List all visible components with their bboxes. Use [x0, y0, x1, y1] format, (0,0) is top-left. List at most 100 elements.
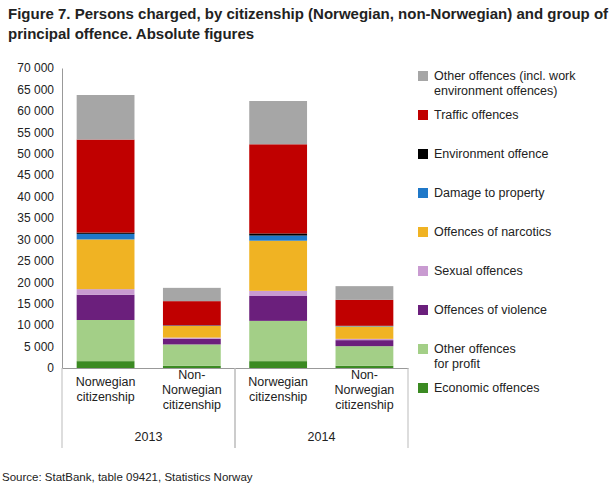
series [77, 239, 394, 338]
series [77, 140, 394, 326]
legend-item: Offences of narcotics [418, 225, 551, 239]
group-separator [235, 368, 236, 448]
group-separator [235, 368, 236, 448]
bar [249, 361, 307, 368]
bar [336, 286, 394, 300]
legend-label: Other offencesfor profit [434, 342, 516, 371]
group-separators [62, 368, 408, 448]
bar [336, 346, 394, 366]
bar [163, 339, 221, 345]
legend-item: Sexual offences [418, 264, 523, 278]
tick: 70 000 [17, 61, 62, 75]
bar [249, 144, 307, 233]
bar [249, 291, 307, 296]
tick-label: 35 000 [17, 211, 54, 225]
category-label: Non-Norwegiancitizenship [335, 368, 395, 412]
bar [336, 339, 394, 340]
bar [163, 326, 221, 338]
tick: 0 [47, 361, 62, 375]
tick: 25 000 [17, 254, 62, 268]
legend-label: Sexual offences [434, 264, 523, 278]
bar [249, 321, 307, 361]
source: Source: StatBank, table 09421, Statistic… [2, 471, 253, 483]
bar [336, 340, 394, 346]
tick: 60 000 [17, 104, 62, 118]
tick-label: 70 000 [17, 61, 54, 75]
legend-label: Environment offence [434, 147, 548, 161]
series [77, 95, 394, 301]
tick-label: 15 000 [17, 297, 54, 311]
bar [77, 239, 135, 289]
bar [249, 233, 307, 235]
legend-item: Economic offences [418, 381, 539, 395]
y-axis: 0 5 000 10 000 15 000 20 000 25 000 30 000 35 0… [17, 61, 62, 375]
bar [77, 233, 135, 234]
series [77, 234, 394, 327]
tick-label: 0 [47, 361, 54, 375]
tick-label: 45 000 [17, 168, 54, 182]
legend-label: Traffic offences [434, 108, 519, 122]
tick: 30 000 [17, 233, 62, 247]
legend-swatch [418, 110, 428, 120]
tick: 10 000 [17, 318, 62, 332]
group-separator [62, 368, 63, 448]
tick: 35 000 [17, 211, 62, 225]
legend-item: Offences of violence [418, 303, 547, 317]
bar [249, 101, 307, 144]
tick-label: 20 000 [17, 276, 54, 290]
bar [336, 326, 394, 338]
bar [249, 241, 307, 291]
tick: 50 000 [17, 147, 62, 161]
bar [77, 295, 135, 320]
series [77, 295, 394, 346]
tick: 55 000 [17, 126, 62, 140]
legend-item: Other offences (incl. workenvironment of… [418, 69, 576, 98]
tick-label: 10 000 [17, 318, 54, 332]
tick-label: 30 000 [17, 233, 54, 247]
y-axis-line [62, 69, 63, 369]
legend-item: Environment offence [418, 147, 548, 161]
tick-label: 65 000 [17, 83, 54, 97]
category-label: Norwegiancitizenship [76, 375, 136, 404]
legend-swatch [418, 227, 428, 237]
legend-swatch [418, 188, 428, 198]
series [77, 320, 394, 366]
legend-label: Economic offences [434, 381, 539, 395]
tick: 40 000 [17, 190, 62, 204]
bar [163, 338, 221, 339]
tick: 65 000 [17, 83, 62, 97]
category-label: Non-Norwegiancitizenship [162, 368, 222, 412]
tick-label: 55 000 [17, 126, 54, 140]
category-label: Norwegiancitizenship [248, 375, 308, 404]
bar [77, 95, 135, 140]
tick: 45 000 [17, 168, 62, 182]
tick: 5 000 [24, 340, 62, 354]
legend-item: Other offencesfor profit [418, 342, 516, 371]
bar [77, 234, 135, 240]
tick-label: 60 000 [17, 104, 54, 118]
bar [163, 301, 221, 325]
legend-label: Damage to property [434, 186, 545, 200]
group-label: 2013 [135, 430, 163, 444]
legend-label: Offences of violence [434, 303, 547, 317]
legend-label: Offences of narcotics [434, 225, 551, 239]
legend-swatch [418, 344, 428, 354]
tick: 20 000 [17, 276, 62, 290]
bar [249, 296, 307, 321]
series [77, 233, 394, 326]
bar [77, 289, 135, 295]
legend-item: Traffic offences [418, 108, 519, 122]
group-separator [408, 368, 409, 448]
bar [77, 361, 135, 368]
legend-swatch [418, 266, 428, 276]
bar [163, 344, 221, 365]
bar [77, 320, 135, 361]
chart: Figure 7. Persons charged, by citizenshi… [0, 0, 609, 488]
tick: 15 000 [17, 297, 62, 311]
bar [249, 236, 307, 241]
bar [77, 140, 135, 233]
tick-label: 5 000 [24, 340, 54, 354]
legend-label: Other offences (incl. workenvironment of… [434, 69, 576, 98]
legend: Other offences (incl. workenvironment of… [418, 69, 576, 395]
bar [163, 288, 221, 301]
